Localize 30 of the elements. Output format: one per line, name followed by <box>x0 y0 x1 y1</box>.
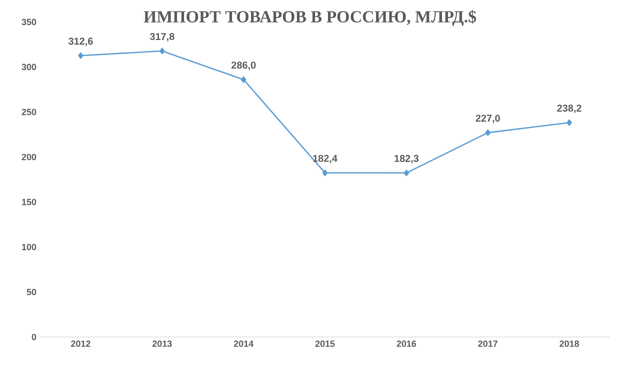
data-label: 317,8 <box>150 32 174 42</box>
point <box>404 170 410 176</box>
y-tick-label: 200 <box>22 154 36 160</box>
point <box>240 76 246 83</box>
point <box>485 129 490 136</box>
chart-title: ИМПОРТ ТОВАРОВ В РОССИЮ, МЛРД.$ <box>144 10 476 26</box>
x-tick-label: 2016 <box>396 340 416 347</box>
data-label: 182,3 <box>394 154 419 164</box>
x-tick-label: 2012 <box>71 340 90 347</box>
x-tick-label: 2014 <box>234 340 254 347</box>
point <box>322 170 328 176</box>
x-tick-label: 2015 <box>315 340 335 347</box>
x-tick-label: 2013 <box>152 340 172 347</box>
data-label: 238,2 <box>557 104 582 114</box>
y-tick-label: 100 <box>22 244 36 250</box>
y-tick-label: 350 <box>22 18 36 26</box>
data-label: 182,4 <box>313 154 338 164</box>
x-tick-label: 2017 <box>478 340 498 347</box>
point <box>160 48 165 54</box>
data-label: 312,6 <box>68 38 93 46</box>
y-tick-label: 150 <box>22 198 36 206</box>
point <box>78 52 84 59</box>
y-tick-label: 250 <box>22 108 36 116</box>
y-tick-label: 0 <box>32 334 36 340</box>
y-tick-label: 50 <box>26 288 36 296</box>
data-label: 286,0 <box>231 62 256 70</box>
y-tick-label: 300 <box>22 64 36 70</box>
data-label: 227,0 <box>476 114 500 124</box>
point <box>566 119 572 126</box>
x-tick-label: 2018 <box>560 340 579 347</box>
